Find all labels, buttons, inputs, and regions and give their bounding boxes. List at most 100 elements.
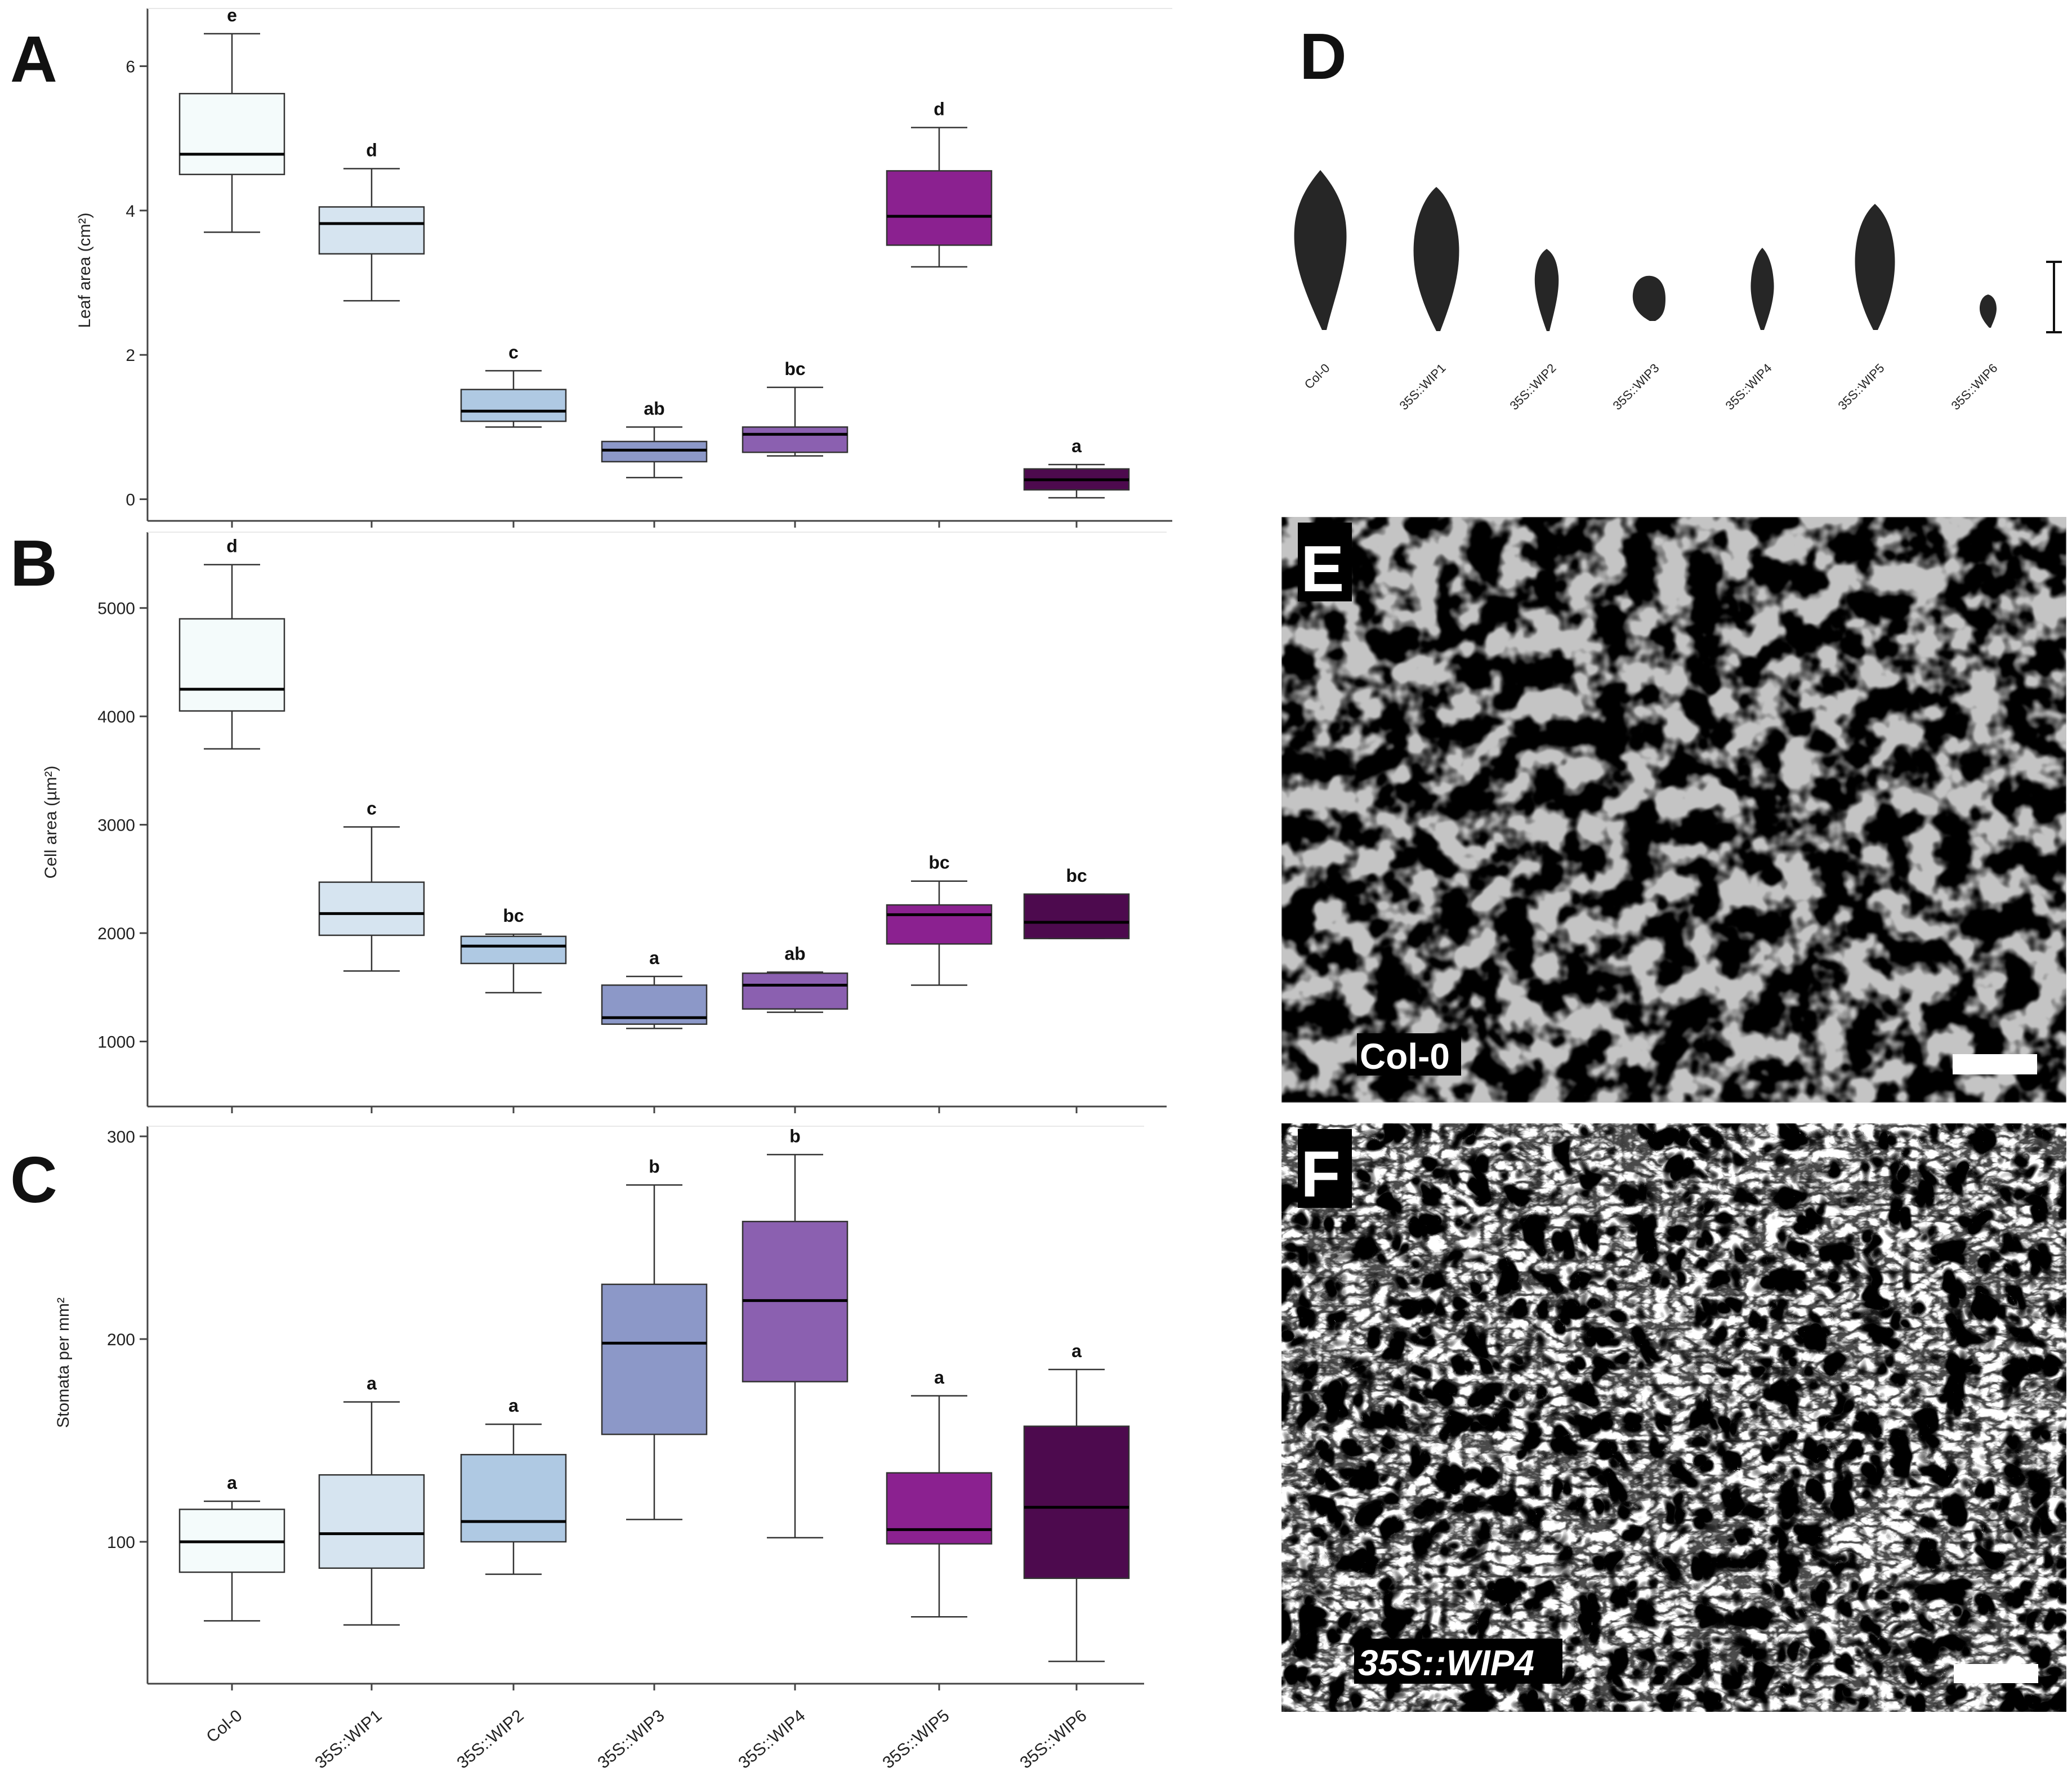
significance-label: c bbox=[508, 342, 519, 362]
significance-label: bc bbox=[928, 853, 949, 873]
panel-letter-c: C bbox=[10, 1143, 57, 1216]
box-35s-wip2: c bbox=[460, 342, 567, 428]
leaf-silhouette-wip2 bbox=[1534, 249, 1559, 331]
box-35s-wip3: a bbox=[601, 948, 708, 1029]
leaf-silhouette-wip5 bbox=[1855, 204, 1895, 330]
significance-label: a bbox=[227, 1473, 237, 1493]
significance-label: a bbox=[1071, 1341, 1082, 1361]
x-category-label: 35S::WIP5 bbox=[879, 1706, 953, 1772]
iqr-box bbox=[601, 1283, 708, 1435]
micrograph-e-label: Col-0 bbox=[1360, 1036, 1450, 1077]
significance-label: a bbox=[1071, 436, 1082, 456]
significance-label: e bbox=[227, 5, 237, 25]
box-col-0: a bbox=[178, 1473, 285, 1622]
cell-area-axis-label: Cell area (µm²) bbox=[42, 766, 60, 879]
significance-label: ab bbox=[644, 398, 664, 418]
box-35s-wip1: c bbox=[318, 798, 425, 972]
stomata-chart: 100 200 300 a a a b b a a bbox=[107, 1126, 1144, 1690]
iqr-box bbox=[886, 1472, 993, 1545]
iqr-box bbox=[886, 904, 993, 945]
scale-bar-d bbox=[2046, 261, 2062, 333]
leaf-label: 35S::WIP4 bbox=[1723, 361, 1775, 413]
panel-letter-e: E bbox=[1301, 532, 1344, 605]
micrograph-f bbox=[1281, 1123, 2066, 1712]
stomata-axis-label: Stomata per mm² bbox=[54, 1297, 73, 1428]
iqr-box bbox=[460, 935, 567, 965]
significance-label: a bbox=[508, 1395, 519, 1416]
panel-letter-f: F bbox=[1301, 1137, 1341, 1211]
y-tick-label: 4 bbox=[126, 202, 135, 221]
iqr-box bbox=[460, 1453, 567, 1543]
leaf-label: 35S::WIP2 bbox=[1507, 361, 1559, 413]
leaf-silhouettes-panel: Col-0 35S::WIP1 35S::WIP2 35S::WIP3 35S::WIP… bbox=[1294, 170, 2062, 413]
micrograph-f-letter-bg bbox=[1298, 1129, 1352, 1208]
y-tick-label: 300 bbox=[107, 1128, 135, 1146]
iqr-box bbox=[178, 618, 285, 712]
box-35s-wip6: bc bbox=[1023, 865, 1130, 939]
y-tick-label: 1000 bbox=[97, 1033, 135, 1052]
leaf-silhouette-wip1 bbox=[1413, 187, 1459, 331]
leaf-label: Col-0 bbox=[1302, 361, 1333, 392]
significance-label: d bbox=[226, 536, 238, 556]
iqr-box bbox=[178, 92, 285, 176]
iqr-box bbox=[460, 389, 567, 422]
panel-letter-b: B bbox=[10, 527, 57, 600]
micrograph-e bbox=[1281, 517, 2066, 1103]
scale-bar-f bbox=[1954, 1664, 2038, 1683]
y-tick-label: 100 bbox=[107, 1533, 135, 1552]
box-35s-wip3: ab bbox=[601, 398, 708, 479]
significance-label: bc bbox=[1066, 865, 1087, 886]
iqr-box bbox=[1023, 893, 1130, 939]
y-tick-label: 3000 bbox=[97, 817, 135, 835]
box-col-0: e bbox=[178, 5, 285, 233]
significance-label: ab bbox=[784, 943, 805, 963]
leaf-area-axis-label: Leaf area (cm²) bbox=[75, 212, 94, 328]
micrograph-f-label: 35S::WIP4 bbox=[1358, 1643, 1534, 1683]
box-35s-wip6: a bbox=[1023, 1341, 1130, 1662]
y-tick-label: 6 bbox=[126, 58, 135, 77]
y-tick-label: 0 bbox=[126, 491, 135, 510]
iqr-box bbox=[1023, 1425, 1130, 1580]
leaf-label: 35S::WIP3 bbox=[1610, 361, 1662, 413]
box-35s-wip1: d bbox=[318, 140, 425, 302]
iqr-box bbox=[601, 440, 708, 463]
box-35s-wip1: a bbox=[318, 1373, 425, 1626]
x-category-label: 35S::WIP3 bbox=[594, 1706, 668, 1772]
cell-area-chart: 1000 2000 3000 4000 5000 d c bc a ab bc bc bbox=[97, 532, 1167, 1113]
iqr-box bbox=[742, 972, 849, 1010]
significance-label: bc bbox=[784, 359, 805, 379]
significance-label: a bbox=[649, 948, 659, 968]
iqr-box bbox=[886, 170, 993, 246]
box-35s-wip2: a bbox=[460, 1395, 567, 1575]
significance-label: b bbox=[649, 1156, 660, 1176]
significance-label: b bbox=[789, 1126, 801, 1146]
x-category-label: Col-0 bbox=[203, 1706, 245, 1746]
y-tick-label: 4000 bbox=[97, 708, 135, 726]
box-35s-wip6: a bbox=[1023, 436, 1130, 499]
significance-label: d bbox=[366, 140, 377, 160]
significance-label: a bbox=[367, 1373, 377, 1394]
box-35s-wip4: b bbox=[742, 1126, 849, 1539]
leaf-label: 35S::WIP5 bbox=[1836, 361, 1887, 413]
y-tick-label: 200 bbox=[107, 1331, 135, 1349]
box-35s-wip4: bc bbox=[742, 359, 849, 457]
box-35s-wip4: ab bbox=[742, 943, 849, 1013]
significance-label: a bbox=[934, 1367, 944, 1388]
x-category-label: 35S::WIP6 bbox=[1016, 1706, 1090, 1772]
leaf-area-chart: 0 2 4 6 e d c ab bc d a bbox=[126, 5, 1172, 528]
box-35s-wip5: bc bbox=[886, 853, 993, 986]
iqr-box bbox=[318, 1474, 425, 1569]
significance-label: d bbox=[934, 99, 945, 119]
leaf-silhouette-col0 bbox=[1294, 170, 1347, 330]
x-category-label: 35S::WIP1 bbox=[311, 1706, 385, 1772]
box-35s-wip3: b bbox=[601, 1156, 708, 1520]
box-col-0: d bbox=[178, 536, 285, 750]
iqr-box bbox=[318, 881, 425, 936]
x-category-label: 35S::WIP2 bbox=[453, 1706, 527, 1772]
box-35s-wip2: bc bbox=[460, 905, 567, 994]
panel-letter-a: A bbox=[10, 23, 57, 96]
micrograph-f-label-bg bbox=[1354, 1639, 1562, 1684]
y-tick-label: 5000 bbox=[97, 600, 135, 618]
panel-letter-d: D bbox=[1300, 20, 1347, 93]
